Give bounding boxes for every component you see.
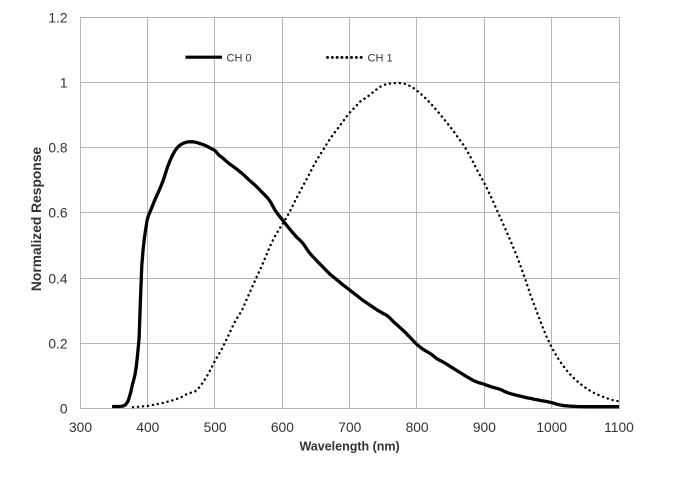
svg-text:800: 800 <box>406 420 429 435</box>
svg-text:300: 300 <box>69 420 92 435</box>
svg-text:500: 500 <box>204 420 227 435</box>
svg-text:0.4: 0.4 <box>48 272 68 287</box>
svg-text:1.2: 1.2 <box>48 11 67 26</box>
svg-text:0.8: 0.8 <box>48 141 68 156</box>
svg-text:0: 0 <box>60 402 68 417</box>
svg-text:0.6: 0.6 <box>48 206 68 221</box>
svg-text:400: 400 <box>136 420 159 435</box>
svg-text:CH 1: CH 1 <box>368 52 393 64</box>
svg-text:900: 900 <box>473 420 496 435</box>
svg-text:Normalized Response: Normalized Response <box>29 147 44 291</box>
svg-text:0.2: 0.2 <box>48 337 67 352</box>
svg-text:1100: 1100 <box>604 420 634 435</box>
svg-text:CH 0: CH 0 <box>227 52 252 64</box>
svg-text:1: 1 <box>60 76 68 91</box>
svg-text:1000: 1000 <box>536 420 567 435</box>
svg-text:Wavelength (nm): Wavelength (nm) <box>299 440 399 454</box>
svg-text:600: 600 <box>271 420 294 435</box>
svg-text:700: 700 <box>338 420 361 435</box>
